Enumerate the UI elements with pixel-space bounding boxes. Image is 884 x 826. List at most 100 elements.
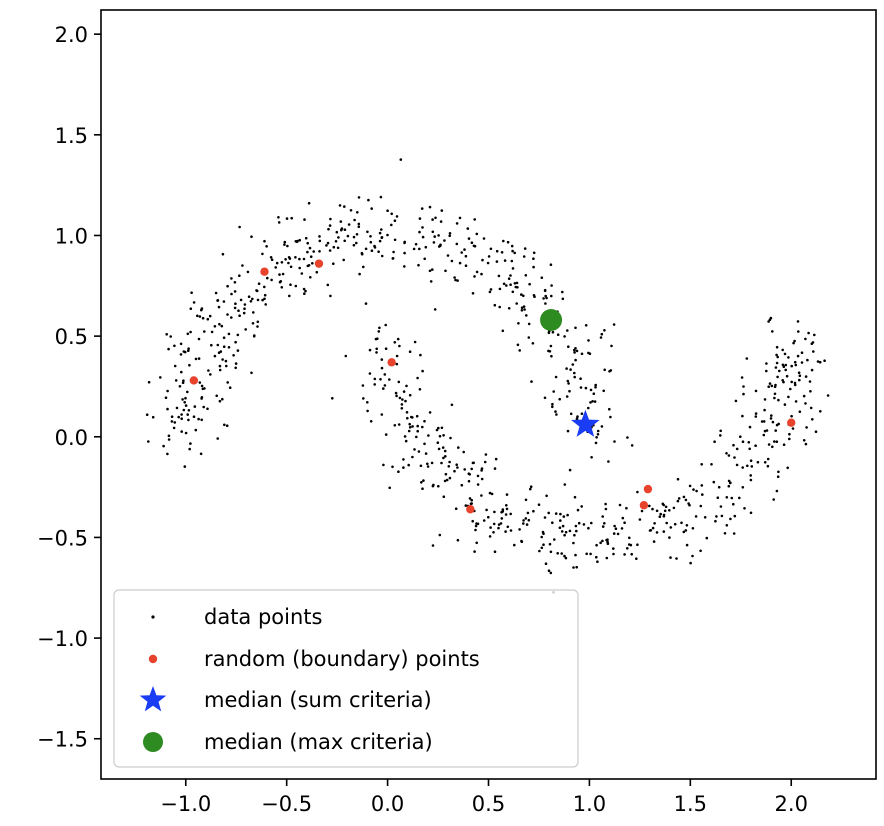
- data-point: [804, 402, 807, 405]
- data-point: [527, 518, 531, 522]
- data-point: [343, 239, 347, 243]
- data-point: [200, 396, 204, 399]
- data-point: [411, 425, 414, 428]
- data-point: [604, 507, 608, 511]
- data-point: [792, 341, 795, 345]
- data-point: [551, 402, 554, 406]
- data-point: [787, 356, 790, 359]
- data-point: [298, 257, 301, 261]
- data-point: [368, 348, 372, 352]
- data-point: [741, 486, 745, 489]
- data-point: [442, 434, 445, 437]
- data-point: [767, 320, 770, 323]
- data-point: [395, 394, 398, 398]
- data-point: [228, 386, 232, 390]
- data-point: [520, 539, 523, 543]
- data-point: [685, 524, 689, 527]
- boundary-point: [260, 267, 269, 276]
- data-point: [550, 294, 553, 298]
- data-point: [439, 243, 442, 247]
- data-point: [774, 366, 778, 369]
- data-point: [463, 248, 466, 251]
- data-point: [691, 527, 695, 530]
- x-tick-label: 1.0: [573, 792, 606, 816]
- data-point: [636, 543, 639, 546]
- data-point: [384, 323, 388, 327]
- data-point: [599, 336, 603, 339]
- data-point: [495, 260, 499, 263]
- data-point: [566, 429, 570, 433]
- data-point: [573, 371, 576, 375]
- data-point: [438, 533, 442, 537]
- data-point: [493, 467, 497, 470]
- data-point: [574, 358, 577, 362]
- y-tick-label: −1.0: [37, 627, 88, 651]
- data-point: [738, 496, 741, 500]
- data-point: [436, 441, 440, 445]
- data-point: [601, 515, 604, 518]
- data-point: [727, 454, 731, 457]
- data-point: [480, 477, 484, 481]
- data-point: [460, 483, 464, 487]
- data-point: [218, 399, 222, 403]
- data-point: [192, 301, 196, 304]
- data-point: [541, 530, 545, 534]
- data-point: [225, 364, 228, 368]
- data-point: [298, 266, 302, 270]
- data-point: [216, 343, 220, 347]
- data-point: [414, 242, 418, 246]
- data-point: [227, 346, 231, 349]
- data-point: [609, 369, 613, 372]
- data-point: [580, 505, 583, 508]
- data-point: [370, 249, 374, 252]
- data-point: [607, 460, 610, 463]
- data-point: [573, 348, 576, 352]
- data-point: [402, 458, 405, 461]
- data-point: [771, 420, 775, 424]
- data-point: [716, 496, 720, 500]
- data-point: [498, 287, 502, 291]
- data-point: [503, 259, 507, 262]
- data-point: [559, 519, 562, 522]
- data-point: [308, 246, 312, 250]
- data-point: [287, 255, 291, 259]
- data-point: [717, 485, 721, 489]
- data-point: [518, 349, 521, 352]
- data-point: [358, 272, 361, 276]
- data-point: [520, 293, 523, 296]
- data-point: [421, 425, 424, 429]
- data-point: [443, 449, 447, 453]
- data-point: [352, 243, 356, 247]
- legend-box: [113, 589, 579, 768]
- data-point: [662, 515, 666, 518]
- data-point: [463, 468, 467, 471]
- data-point: [233, 290, 237, 293]
- data-point: [380, 366, 384, 370]
- data-point: [741, 466, 744, 469]
- data-point: [804, 375, 808, 378]
- data-point: [357, 225, 361, 228]
- data-point: [620, 527, 624, 530]
- data-point: [668, 536, 671, 539]
- data-point: [456, 538, 460, 542]
- data-point: [767, 385, 770, 389]
- data-point: [793, 381, 797, 385]
- data-point: [695, 489, 698, 493]
- data-point: [419, 464, 423, 468]
- data-point: [543, 396, 547, 400]
- data-point: [453, 276, 456, 279]
- data-point: [510, 244, 514, 248]
- data-point: [476, 522, 480, 526]
- data-point: [179, 342, 183, 346]
- data-point: [183, 401, 186, 404]
- data-point: [309, 276, 312, 279]
- data-point: [488, 491, 492, 495]
- data-point: [559, 512, 562, 516]
- data-point: [263, 285, 266, 289]
- data-point: [614, 527, 618, 530]
- data-point: [404, 439, 408, 443]
- data-point: [399, 158, 403, 161]
- data-point: [669, 556, 672, 559]
- data-point: [733, 514, 737, 518]
- data-point: [164, 396, 168, 400]
